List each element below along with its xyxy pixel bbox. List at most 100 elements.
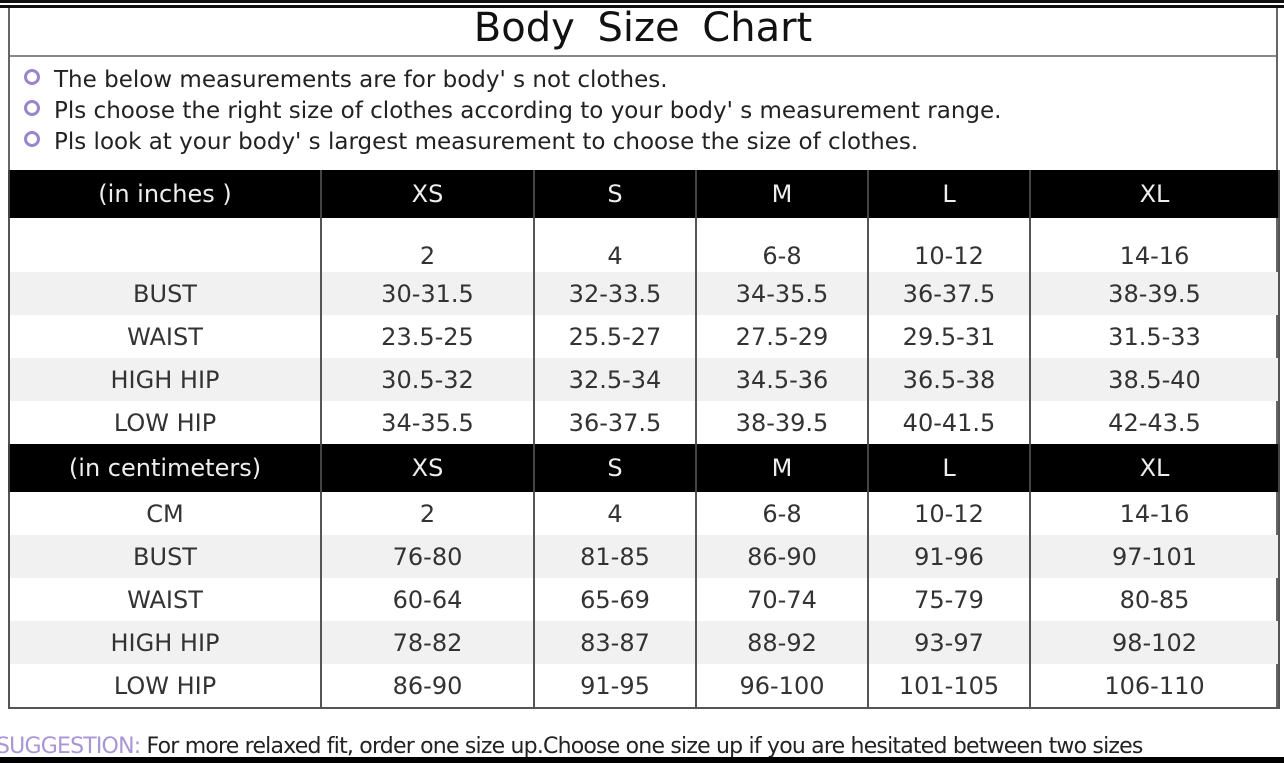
- circle-bullet-icon: [24, 131, 40, 147]
- table-cell: 36.5-38: [867, 358, 1031, 401]
- row-label: WAIST: [8, 578, 322, 621]
- table-cell: 38-39.5: [1029, 272, 1280, 315]
- table-cell: S: [533, 170, 697, 218]
- table-cell: 96-100: [695, 664, 869, 709]
- row-label: CM: [8, 492, 322, 535]
- row-label: (in inches ): [8, 170, 322, 218]
- table-row: HIGH HIP 30.5-32 32.5-34 34.5-36 36.5-38 38.5…: [8, 358, 1280, 401]
- table-cell: 2: [320, 218, 535, 272]
- table-cell: 34-35.5: [695, 272, 869, 315]
- table-cell: 83-87: [533, 621, 697, 664]
- table-row: 2 4 6-8 10-12 14-16: [8, 218, 1280, 272]
- table-cell: 2: [320, 492, 535, 535]
- row-label: (in centimeters): [8, 444, 322, 492]
- table-cell: 32-33.5: [533, 272, 697, 315]
- table-cell: S: [533, 444, 697, 492]
- table-cell: 29.5-31: [867, 315, 1031, 358]
- table-cell: 25.5-27: [533, 315, 697, 358]
- row-label: LOW HIP: [8, 664, 322, 709]
- top-border: [0, 0, 1284, 8]
- bottom-border: [0, 757, 1284, 763]
- table-cell: M: [695, 444, 869, 492]
- table-cell: 27.5-29: [695, 315, 869, 358]
- table-cell: 4: [533, 218, 697, 272]
- table-cell: 86-90: [695, 535, 869, 578]
- table-cell: 31.5-33: [1029, 315, 1280, 358]
- table-row: WAIST 60-64 65-69 70-74 75-79 80-85: [8, 578, 1280, 621]
- note-item: Pls look at your body' s largest measure…: [24, 127, 1276, 158]
- table-cell: 14-16: [1029, 492, 1280, 535]
- suggestion-text: For more relaxed fit, order one size up.…: [140, 734, 1144, 759]
- table-row: WAIST 23.5-25 25.5-27 27.5-29 29.5-31 31.5-33: [8, 315, 1280, 358]
- table-cell: 36-37.5: [867, 272, 1031, 315]
- table-cell: 65-69: [533, 578, 697, 621]
- table-cell: 4: [533, 492, 697, 535]
- size-table: (in inches ) XS S M L XL 2 4 6-8 10-12 14-16 BUST 30…: [8, 170, 1280, 709]
- note-text: Pls look at your body' s largest measure…: [54, 129, 919, 155]
- table-cell: 98-102: [1029, 621, 1280, 664]
- table-cell: 10-12: [867, 218, 1031, 272]
- header-row-inches: (in inches ) XS S M L XL: [8, 170, 1280, 218]
- table-cell: XS: [320, 170, 535, 218]
- header-row-cm: (in centimeters) XS S M L XL: [8, 444, 1280, 492]
- table-row: BUST 76-80 81-85 86-90 91-96 97-101: [8, 535, 1280, 578]
- table-cell: 38-39.5: [695, 401, 869, 444]
- table-cell: 70-74: [695, 578, 869, 621]
- suggestion-label: SUGGESTION:: [0, 734, 141, 759]
- table-cell: 14-16: [1029, 218, 1280, 272]
- circle-bullet-icon: [24, 100, 40, 116]
- table-cell: 88-92: [695, 621, 869, 664]
- table-cell: 81-85: [533, 535, 697, 578]
- row-label: LOW HIP: [8, 401, 322, 444]
- table-cell: 6-8: [695, 218, 869, 272]
- table-row: LOW HIP 34-35.5 36-37.5 38-39.5 40-41.5 42-43…: [8, 401, 1280, 444]
- row-label: WAIST: [8, 315, 322, 358]
- table-cell: XL: [1029, 170, 1280, 218]
- row-label: [8, 218, 322, 272]
- table-cell: 34.5-36: [695, 358, 869, 401]
- table-row: LOW HIP 86-90 91-95 96-100 101-105 106-110: [8, 664, 1280, 709]
- table-cell: 76-80: [320, 535, 535, 578]
- table-cell: 10-12: [867, 492, 1031, 535]
- table-cell: 106-110: [1029, 664, 1280, 709]
- chart-title: Body Size Chart: [10, 8, 1276, 57]
- table-row: BUST 30-31.5 32-33.5 34-35.5 36-37.5 38-39.5: [8, 272, 1280, 315]
- row-label: HIGH HIP: [8, 621, 322, 664]
- row-label: BUST: [8, 535, 322, 578]
- circle-bullet-icon: [24, 69, 40, 85]
- table-cell: 80-85: [1029, 578, 1280, 621]
- table-cell: 97-101: [1029, 535, 1280, 578]
- table-cell: L: [867, 170, 1031, 218]
- table-cell: 23.5-25: [320, 315, 535, 358]
- note-text: Pls choose the right size of clothes acc…: [54, 98, 1002, 124]
- table-cell: XL: [1029, 444, 1280, 492]
- table-cell: 38.5-40: [1029, 358, 1280, 401]
- table-cell: 42-43.5: [1029, 401, 1280, 444]
- table-row: HIGH HIP 78-82 83-87 88-92 93-97 98-102: [8, 621, 1280, 664]
- table-cell: 101-105: [867, 664, 1031, 709]
- table-cell: 6-8: [695, 492, 869, 535]
- table-cell: 75-79: [867, 578, 1031, 621]
- size-chart: Body Size Chart The below measurements a…: [8, 8, 1280, 709]
- table-cell: 30-31.5: [320, 272, 535, 315]
- table-cell: 40-41.5: [867, 401, 1031, 444]
- note-item: The below measurements are for body' s n…: [24, 65, 1276, 96]
- row-label: HIGH HIP: [8, 358, 322, 401]
- table-cell: 86-90: [320, 664, 535, 709]
- suggestion: SUGGESTION: For more relaxed fit, order …: [0, 734, 1143, 759]
- table-cell: 32.5-34: [533, 358, 697, 401]
- table-cell: 91-96: [867, 535, 1031, 578]
- table-cell: L: [867, 444, 1031, 492]
- table-cell: 93-97: [867, 621, 1031, 664]
- table-cell: 34-35.5: [320, 401, 535, 444]
- table-cell: 36-37.5: [533, 401, 697, 444]
- table-row: CM 2 4 6-8 10-12 14-16: [8, 492, 1280, 535]
- note-item: Pls choose the right size of clothes acc…: [24, 96, 1276, 127]
- note-text: The below measurements are for body' s n…: [54, 67, 668, 93]
- row-label: BUST: [8, 272, 322, 315]
- notes-list: The below measurements are for body' s n…: [10, 57, 1276, 170]
- table-cell: 60-64: [320, 578, 535, 621]
- table-cell: 91-95: [533, 664, 697, 709]
- table-cell: 78-82: [320, 621, 535, 664]
- table-cell: M: [695, 170, 869, 218]
